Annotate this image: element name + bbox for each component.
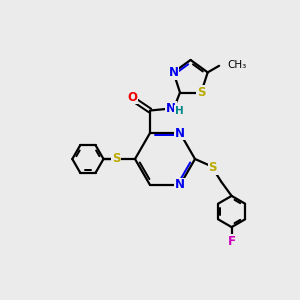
Text: N: N — [175, 178, 185, 191]
Text: S: S — [112, 152, 120, 166]
Text: N: N — [169, 66, 178, 79]
Text: O: O — [127, 91, 137, 103]
Text: N: N — [166, 102, 176, 115]
Text: S: S — [208, 161, 217, 174]
Text: H: H — [175, 106, 184, 116]
Text: S: S — [197, 86, 206, 99]
Text: N: N — [175, 127, 185, 140]
Text: F: F — [228, 235, 236, 248]
Text: CH₃: CH₃ — [227, 60, 247, 70]
